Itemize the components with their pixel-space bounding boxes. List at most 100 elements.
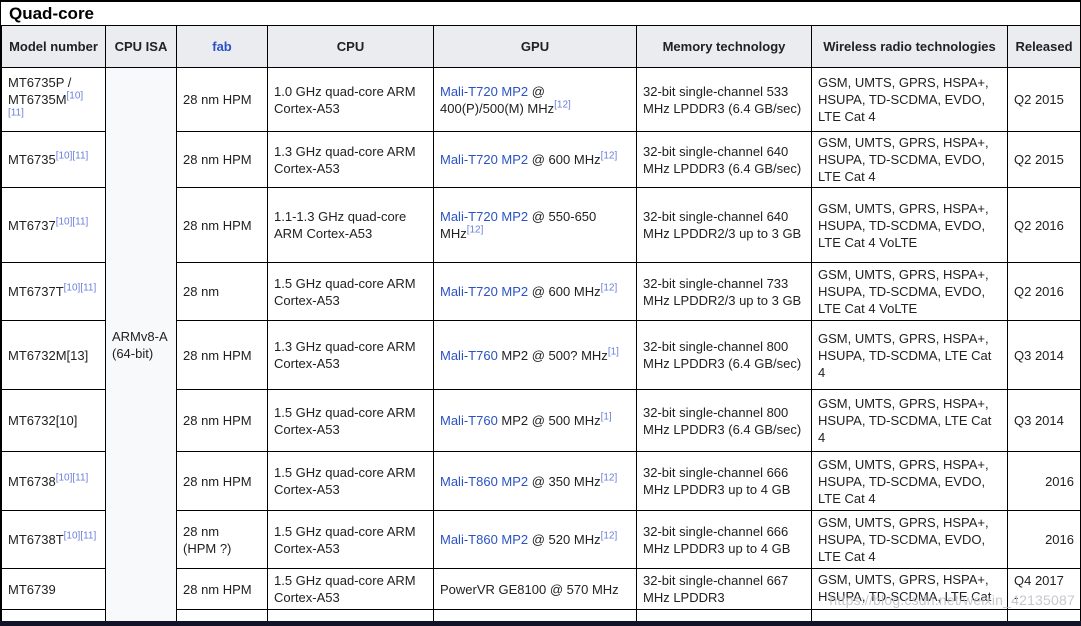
col-header-released: Released (1007, 25, 1081, 68)
gpu-cell: Mali-T760 MP2 @ 500 MHz[1] (433, 389, 637, 452)
model-cell: MT6739 (1, 568, 106, 610)
wireless-cell: GSM, UMTS, GPRS, HSPA+, HSUPA, TD-SCDMA,… (811, 510, 1008, 569)
bottom-edge-bar (0, 621, 1081, 626)
reference-link[interactable]: [12] (600, 150, 618, 162)
cpu-cell: 1.5 GHz quad-core ARM Cortex-A53 (267, 510, 434, 569)
reference-link[interactable]: [12] (600, 282, 618, 294)
fab-cell: 28 nm HPM (176, 67, 268, 132)
col-header-gpu: GPU (433, 25, 637, 68)
released-cell: Q4 2017- (1007, 568, 1081, 610)
cpu-cell: 1.1-1.3 GHz quad-core ARM Cortex-A53 (267, 187, 434, 263)
wireless-cell: GSM, UMTS, GPRS, HSPA+, HSUPA, TD-SCDMA,… (811, 131, 1008, 188)
col-header-cpu: CPU (267, 25, 434, 68)
reference-link[interactable]: [10][11] (63, 530, 97, 542)
col-header-wireless: Wireless radio technologies (811, 25, 1008, 68)
gpu-link[interactable]: Mali-T720 MP2 (440, 83, 529, 99)
gpu-link[interactable]: Mali-T720 MP2 (440, 284, 529, 299)
model-cell: MT6738[10][11] (1, 451, 106, 511)
reference-link[interactable]: [1] (607, 346, 619, 358)
reference-link[interactable]: [10][11] (8, 90, 84, 119)
released-cell: Q2 2016 (1007, 262, 1081, 321)
col-header-fab: fab (176, 25, 268, 68)
soc-spec-table: Model number CPU ISA fab CPU GPU Memory … (1, 25, 1081, 623)
table-row: MT6735[10][11] 28 nm HPM 1.3 GHz quad-co… (1, 131, 1081, 188)
table-row: MT6737T[10][11] 28 nm 1.5 GHz quad-core … (1, 262, 1081, 321)
table-row: MT6739 28 nm HPM 1.5 GHz quad-core ARM C… (1, 568, 1081, 610)
memory-cell: 32-bit single-channel 667 MHz LPDDR3 (636, 568, 812, 610)
memory-cell: 32-bit single-channel 666 MHz LPDDR3 up … (636, 451, 812, 511)
released-cell: Q2 2016 (1007, 187, 1081, 263)
gpu-link[interactable]: Mali-T760 (440, 413, 498, 428)
released-cell: Q3 2014 (1007, 389, 1081, 452)
col-header-memory: Memory technology (636, 25, 812, 68)
memory-cell: 32-bit single-channel 640 MHz LPDDR3 (6.… (636, 131, 812, 188)
gpu-link[interactable]: Mali-T860 MP2 (440, 473, 529, 489)
cpu-cell: 1.3 GHz quad-core ARM Cortex-A53 (267, 320, 434, 390)
col-header-model-number: Model number (1, 25, 106, 68)
fab-cell: 28 nm (HPM ?) (176, 510, 268, 569)
reference-link[interactable]: [12] (554, 99, 571, 111)
wireless-cell: GSM, UMTS, GPRS, HSPA+, HSUPA, TD-SCDMA,… (811, 262, 1008, 321)
cpu-cell: 1.5 GHz quad-core ARM Cortex-A53 (267, 451, 434, 511)
table-row: MT6732[10] 28 nm HPM 1.5 GHz quad-core A… (1, 389, 1081, 452)
wireless-cell: GSM, UMTS, GPRS, HSPA+, HSUPA, TD-SCDMA,… (811, 320, 1008, 390)
table-row: MT6738T[10][11] 28 nm (HPM ?) 1.5 GHz qu… (1, 510, 1081, 569)
model-cell: MT6735[10][11] (1, 131, 106, 188)
section-title: Quad-core (1, 2, 1080, 25)
model-cell: MT6737[10][11] (1, 187, 106, 263)
cpu-cell: 1.5 GHz quad-core ARM Cortex-A53 (267, 262, 434, 321)
fab-cell: 28 nm HPM (176, 568, 268, 610)
gpu-cell: Mali-T860 MP2 @ 520 MHz[12] (433, 510, 637, 569)
reference-link[interactable]: [12] (600, 472, 618, 484)
cpu-cell: 1.0 GHz quad-core ARM Cortex-A53 (267, 67, 434, 132)
cpu-cell: 1.5 GHz quad-core ARM Cortex-A53 (267, 389, 434, 452)
model-cell: MT6735P / MT6735M[10][11] (1, 67, 106, 132)
released-cell: 2016 (1007, 510, 1081, 569)
reference-link[interactable]: [10][11] (63, 282, 97, 294)
table-row: MT6732M[13] 28 nm HPM 1.3 GHz quad-core … (1, 320, 1081, 390)
wireless-cell: GSM, UMTS, GPRS, HSPA+, HSUPA, TD-SCDMA,… (811, 187, 1008, 263)
table-row: MT6737[10][11] 28 nm HPM 1.1-1.3 GHz qua… (1, 187, 1081, 263)
reference-link[interactable]: [10][11] (55, 150, 89, 162)
fab-cell: 28 nm HPM (176, 187, 268, 263)
cpu-cell: 1.3 GHz quad-core ARM Cortex-A53 (267, 131, 434, 188)
gpu-cell: Mali-T720 MP2 @ 550-650 MHz[12] (433, 187, 637, 263)
fab-link[interactable]: fab (212, 38, 232, 54)
reference-link[interactable]: [12] (600, 530, 618, 542)
wireless-cell: GSM, UMTS, GPRS, HSPA+, HSUPA, TD-SCDMA,… (811, 568, 1008, 610)
gpu-link[interactable]: Mali-T720 MP2 (440, 209, 529, 224)
fab-cell: 28 nm HPM (176, 320, 268, 390)
released-cell: 2016 (1007, 451, 1081, 511)
table-row: MT6735P / MT6735M[10][11] ARMv8-A (64-bi… (1, 67, 1081, 623)
memory-cell: 32-bit single-channel 640 MHz LPDDR2/3 u… (636, 187, 812, 263)
header-row: Model number CPU ISA fab CPU GPU Memory … (1, 25, 1081, 68)
fab-cell: 28 nm (176, 262, 268, 321)
model-cell: MT6732[10] (1, 389, 106, 452)
cpu-cell: 1.5 GHz quad-core ARM Cortex-A53 (267, 568, 434, 610)
gpu-link[interactable]: Mali-T860 MP2 (440, 532, 529, 547)
gpu-link[interactable]: Mali-T760 (440, 347, 498, 363)
cpu-isa-cell: ARMv8-A (64-bit) (105, 67, 177, 623)
wireless-cell: GSM, UMTS, GPRS, HSPA+, HSUPA, TD-SCDMA,… (811, 451, 1008, 511)
gpu-cell: Mali-T860 MP2 @ 350 MHz[12] (433, 451, 637, 511)
memory-cell: 32-bit single-channel 733 MHz LPDDR2/3 u… (636, 262, 812, 321)
released-cell: Q2 2015 (1007, 67, 1081, 132)
memory-cell: 32-bit single-channel 800 MHz LPDDR3 (6.… (636, 320, 812, 390)
table-row: MT6738[10][11] 28 nm HPM 1.5 GHz quad-co… (1, 451, 1081, 511)
fab-cell: 28 nm HPM (176, 131, 268, 188)
reference-link[interactable]: [10][11] (55, 216, 89, 228)
reference-link[interactable]: [12] (466, 224, 484, 236)
gpu-link[interactable]: Mali-T720 MP2 (440, 152, 529, 167)
model-cell: MT6732M[13] (1, 320, 106, 390)
reference-link[interactable]: [10][11] (55, 472, 89, 484)
model-cell: MT6738T[10][11] (1, 510, 106, 569)
released-cell: Q2 2015 (1007, 131, 1081, 188)
wireless-cell: GSM, UMTS, GPRS, HSPA+, HSUPA, TD-SCDMA,… (811, 67, 1008, 132)
gpu-cell: Mali-T720 MP2 @ 400(P)/500(M) MHz[12] (433, 67, 637, 132)
gpu-cell: PowerVR GE8100 @ 570 MHz (433, 568, 637, 610)
gpu-cell: Mali-T720 MP2 @ 600 MHz[12] (433, 131, 637, 188)
memory-cell: 32-bit single-channel 533 MHz LPDDR3 (6.… (636, 67, 812, 132)
reference-link[interactable]: [1] (600, 411, 612, 423)
memory-cell: 32-bit single-channel 800 MHz LPDDR3 (6.… (636, 389, 812, 452)
